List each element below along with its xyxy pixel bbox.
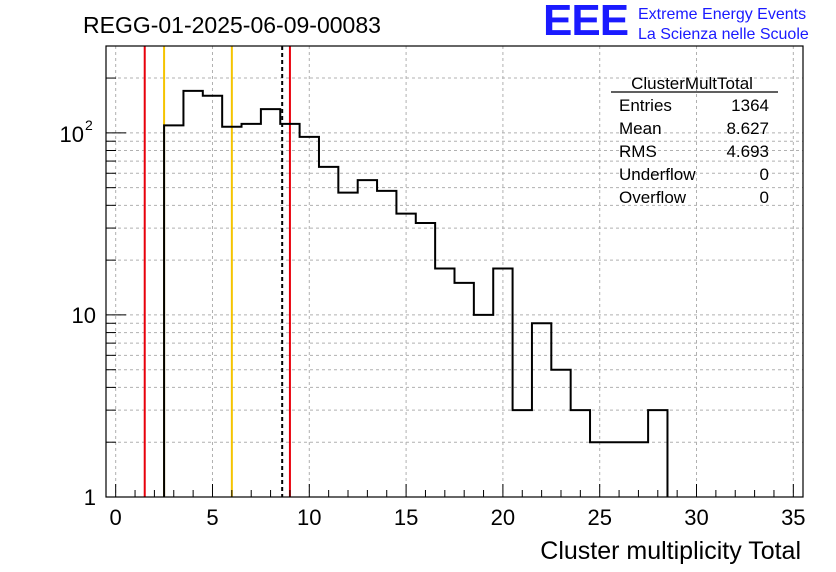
stats-row-value: 0 (760, 188, 769, 207)
stats-row-label: RMS (619, 142, 657, 161)
stats-row-value: 8.627 (726, 119, 769, 138)
eee-logo-letters: EEE (543, 0, 629, 45)
y-tick-exponent: 2 (85, 117, 93, 133)
stats-row-value: 4.693 (726, 142, 769, 161)
x-axis-label: Cluster multiplicity Total (540, 537, 801, 565)
eee-logo-line1: Extreme Energy Events (638, 6, 807, 23)
stats-row-value: 1364 (731, 96, 769, 115)
plot-frame (105, 45, 804, 498)
x-tick-label: 30 (684, 505, 708, 530)
eee-logo-line2: La Scienza nelle Scuole (638, 26, 809, 43)
stats-row-label: Underflow (619, 165, 696, 184)
run-title: REGG-01-2025-06-09-00083 (83, 12, 381, 38)
histogram-outline (163, 89, 669, 497)
x-tick-label: 25 (587, 505, 611, 530)
eee-logo: EEE Extreme Energy Events La Scienza nel… (543, 0, 833, 46)
x-tick-label: 35 (781, 505, 805, 530)
stats-box: ClusterMultTotal Entries 1364 Mean 8.627 RMS… (611, 74, 778, 207)
x-tick-label: 10 (297, 505, 321, 530)
y-tick-label: 1 (84, 485, 96, 510)
stats-row-label: Entries (619, 96, 672, 115)
y-tick-label: 10 (72, 303, 96, 328)
x-tick-label: 5 (206, 505, 218, 530)
x-tick-label: 20 (491, 505, 515, 530)
y-tick-label: 10 (60, 122, 84, 147)
stats-row-label: Mean (619, 119, 662, 138)
x-tick-label: 15 (394, 505, 418, 530)
x-tick-label: 0 (110, 505, 122, 530)
stats-row-label: Overflow (619, 188, 687, 207)
histogram-series (163, 89, 669, 497)
marker-lines (143, 46, 291, 497)
stats-title: ClusterMultTotal (631, 74, 753, 93)
stats-row-value: 0 (760, 165, 769, 184)
